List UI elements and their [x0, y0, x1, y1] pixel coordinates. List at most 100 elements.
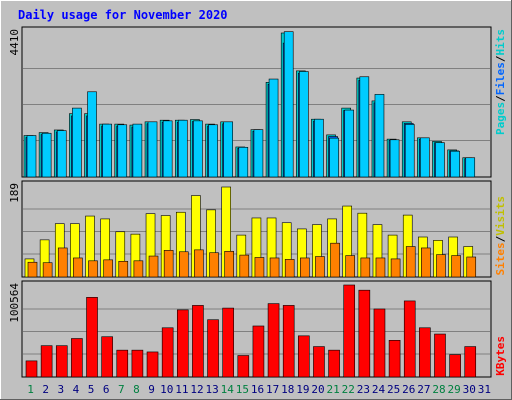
bar-sites — [345, 255, 356, 278]
x-tick-label: 23 — [357, 383, 370, 396]
bar-kbytes — [267, 303, 280, 378]
x-tick-label: 15 — [236, 383, 249, 396]
bar-hits — [253, 129, 264, 178]
x-tick-label: 20 — [311, 383, 324, 396]
bar-kbytes — [464, 346, 477, 378]
x-tick-label: 26 — [402, 383, 415, 396]
bar-hits — [193, 120, 203, 178]
bar-sites — [118, 260, 129, 278]
bar-hits — [329, 137, 339, 178]
bar-sites — [330, 242, 340, 278]
x-tick-label: 31 — [478, 383, 491, 396]
legend: KBytes — [494, 336, 507, 376]
bar-hits — [238, 146, 249, 178]
x-tick-label: 19 — [296, 383, 309, 396]
bar-hits — [41, 132, 52, 178]
legend-entry: / — [494, 235, 507, 242]
bar-sites — [315, 256, 325, 278]
bar-sites — [88, 260, 98, 278]
bar-sites — [451, 255, 461, 278]
bar-hits — [420, 137, 430, 178]
bar-hits — [299, 71, 309, 178]
bar-hits — [389, 139, 400, 178]
bar-sites — [284, 259, 295, 278]
x-tick-label: 16 — [251, 383, 264, 396]
bar-sites — [436, 254, 446, 278]
bar-kbytes — [328, 349, 340, 378]
x-tick-label: 27 — [417, 383, 430, 396]
bar-kbytes — [207, 319, 219, 378]
legend-entry: Pages — [494, 102, 507, 135]
legend-entry: / — [494, 95, 507, 102]
x-tick-label: 30 — [463, 383, 476, 396]
x-tick-label: 4 — [73, 383, 80, 396]
bar-hits — [344, 109, 355, 178]
bar-sites — [103, 259, 113, 278]
bar-sites — [360, 257, 371, 278]
bar-kbytes — [358, 289, 371, 378]
y-tick-label: 189 — [8, 183, 21, 203]
bar-sites — [73, 257, 83, 278]
bar-sites — [421, 247, 431, 278]
x-tick-label: 24 — [372, 383, 386, 396]
bar-sites — [375, 257, 386, 278]
bar-sites — [27, 261, 38, 278]
bar-hits — [450, 150, 460, 178]
x-tick-label: 13 — [205, 383, 218, 396]
bar-hits — [465, 157, 476, 178]
x-tick-label: 14 — [221, 383, 235, 396]
bar-sites — [209, 252, 219, 278]
x-tick-label: 5 — [88, 383, 95, 396]
bar-kbytes — [282, 305, 295, 378]
x-tick-label: 18 — [281, 383, 294, 396]
bar-sites — [300, 257, 310, 278]
bar-sites — [405, 246, 416, 278]
y-tick-label: 100564 — [8, 283, 21, 323]
bar-hits — [268, 78, 279, 178]
bar-sites — [194, 249, 204, 278]
bar-kbytes — [176, 309, 189, 378]
x-tick-label: 11 — [175, 383, 188, 396]
bar-kbytes — [343, 284, 356, 378]
bar-hits — [117, 124, 128, 178]
bar-kbytes — [55, 345, 68, 378]
bar-kbytes — [101, 336, 113, 378]
bar-kbytes — [434, 333, 446, 378]
bar-hits — [314, 118, 324, 178]
x-tick-label: 2 — [42, 383, 49, 396]
x-tick-label: 29 — [448, 383, 461, 396]
legend: Pages/Files/Hits — [494, 29, 507, 135]
bar-hits — [283, 31, 294, 178]
bar-sites — [148, 255, 159, 278]
bar-sites — [254, 257, 265, 278]
x-tick-label: 25 — [387, 383, 400, 396]
bar-kbytes — [388, 340, 401, 378]
bar-hits — [374, 94, 385, 178]
legend: Sites/Visits — [494, 196, 507, 276]
x-tick-label: 10 — [160, 383, 173, 396]
bar-hits — [177, 119, 188, 178]
bar-kbytes — [419, 327, 431, 378]
bar-hits — [404, 124, 415, 178]
bar-sites — [269, 257, 280, 278]
bar-hits — [223, 121, 233, 178]
bar-kbytes — [161, 327, 174, 378]
bar-kbytes — [373, 308, 386, 378]
bar-hits — [56, 130, 67, 178]
bar-hits — [435, 142, 445, 178]
x-tick-label: 3 — [58, 383, 65, 396]
bar-sites — [224, 250, 234, 278]
legend-entry: / — [494, 55, 507, 62]
legend-entry: Files — [494, 62, 507, 95]
x-tick-label: 21 — [327, 383, 340, 396]
y-tick-label: 4410 — [8, 29, 21, 56]
bar-hits — [87, 91, 97, 178]
bar-hits — [26, 135, 37, 178]
bar-sites — [42, 262, 53, 278]
bar-sites — [57, 247, 68, 278]
bar-hits — [72, 107, 82, 178]
bar-kbytes — [252, 325, 265, 378]
bar-kbytes — [313, 346, 325, 378]
